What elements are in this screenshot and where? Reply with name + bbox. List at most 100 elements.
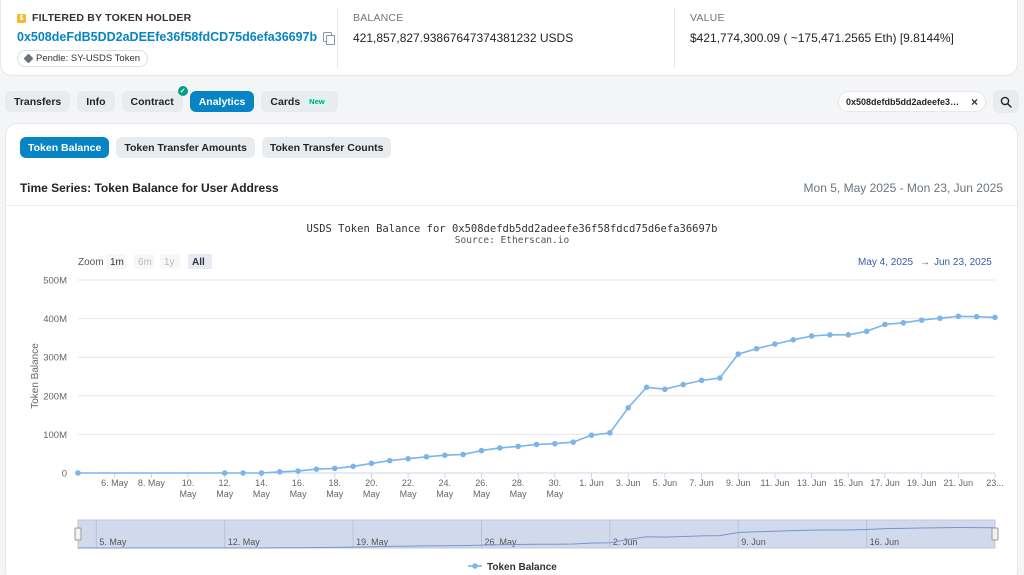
y-tick-label: 200M	[43, 391, 67, 402]
x-tick-label: 28.	[512, 478, 525, 488]
x-tick-label: May	[546, 489, 564, 499]
analytics-subtabs: Token Balance Token Transfer Amounts Tok…	[20, 137, 392, 158]
series-line	[78, 315, 996, 474]
data-point[interactable]	[845, 332, 852, 338]
zoom-button-6m[interactable]	[134, 254, 154, 269]
summary-divider	[674, 8, 675, 68]
data-point[interactable]	[827, 332, 833, 338]
data-point[interactable]	[552, 440, 558, 447]
data-point[interactable]	[350, 463, 356, 470]
data-point[interactable]	[405, 455, 411, 462]
data-point[interactable]	[900, 320, 907, 326]
data-point[interactable]	[735, 351, 742, 357]
range-from[interactable]: May 4, 2025	[858, 257, 913, 268]
tab-info[interactable]: Info	[77, 91, 115, 112]
navigator-mask[interactable]	[77, 519, 996, 549]
legend-marker	[472, 563, 478, 569]
subtab-token-transfer-counts[interactable]: Token Transfer Counts	[261, 137, 392, 158]
analytics-card: Token Balance Token Transfer Amounts Tok…	[5, 123, 1018, 575]
data-point[interactable]	[680, 381, 687, 388]
data-point[interactable]	[753, 345, 760, 352]
search-icon	[1000, 96, 1012, 108]
data-point[interactable]	[442, 452, 448, 459]
data-point[interactable]	[808, 333, 815, 339]
data-point[interactable]	[937, 315, 943, 322]
data-point[interactable]	[331, 465, 338, 472]
data-point[interactable]	[240, 470, 246, 476]
token-pill[interactable]: Pendle: SY-USDS Token	[17, 50, 149, 67]
legend-label[interactable]: Token Balance	[487, 562, 557, 573]
data-point[interactable]	[882, 321, 888, 328]
x-tick-label: 8. May	[138, 478, 166, 488]
data-point[interactable]	[973, 313, 980, 320]
copy-icon[interactable]	[323, 31, 336, 45]
data-point[interactable]	[221, 470, 228, 476]
data-point[interactable]	[497, 445, 503, 451]
x-tick-label: 30.	[549, 478, 562, 488]
data-point[interactable]	[698, 377, 705, 384]
data-point[interactable]	[515, 443, 521, 450]
zoom-option-label[interactable]: 6m	[138, 257, 152, 268]
navigator-right-handle[interactable]	[991, 527, 999, 541]
x-tick-label: 20.	[365, 478, 378, 488]
x-tick-label: 1. Jun	[579, 478, 604, 488]
address-filter-chip[interactable]: 0x508defdb5dd2adeefe36f58fdcd75d6efa3669…	[838, 91, 986, 112]
data-point[interactable]	[368, 460, 375, 467]
data-point[interactable]	[918, 317, 925, 323]
data-point[interactable]	[662, 386, 668, 393]
tab-analytics[interactable]: Analytics	[189, 91, 255, 112]
y-tick-label: 100M	[43, 430, 67, 441]
x-tick-label: May	[253, 489, 271, 499]
balance-label: BALANCE	[353, 12, 404, 24]
data-point[interactable]	[607, 430, 613, 436]
range-to[interactable]: Jun 23, 2025	[934, 257, 992, 268]
holder-address-link[interactable]: 0x508deFdB5DD2aDEEfe36f58fdCD75d6efa3669…	[17, 30, 318, 44]
data-point[interactable]	[790, 337, 797, 343]
zoom-option-label[interactable]: 1y	[164, 257, 175, 268]
x-tick-label: 3. Jun	[616, 478, 641, 488]
tab-label: Analytics	[198, 95, 246, 108]
search-button[interactable]	[993, 90, 1019, 113]
x-tick-label: 10.	[182, 478, 195, 488]
zoom-button-1m[interactable]	[106, 254, 126, 269]
zoom-option-label[interactable]: All	[192, 257, 205, 268]
holder-filter: $ FILTERED BY TOKEN HOLDER 0x508deFdB5DD…	[17, 12, 336, 67]
data-point[interactable]	[772, 341, 778, 347]
data-point[interactable]	[313, 466, 320, 472]
x-tick-label: 12.	[218, 478, 231, 488]
data-point[interactable]	[75, 470, 81, 476]
data-point[interactable]	[863, 328, 870, 335]
data-point[interactable]	[625, 404, 631, 411]
data-point[interactable]	[295, 468, 301, 474]
data-point[interactable]	[588, 432, 595, 438]
data-point[interactable]	[258, 470, 265, 476]
zoom-button-All[interactable]	[188, 254, 212, 269]
close-icon[interactable]: ×	[970, 95, 978, 109]
data-point[interactable]	[386, 457, 393, 464]
data-point[interactable]	[992, 314, 998, 321]
x-tick-label: May	[510, 489, 528, 499]
data-point[interactable]	[460, 451, 466, 458]
tab-label: Cards	[270, 95, 301, 108]
x-tick-label: May	[363, 489, 381, 499]
navigator-left-handle[interactable]	[74, 527, 82, 541]
subtab-token-balance[interactable]: Token Balance	[20, 137, 110, 158]
data-point[interactable]	[478, 447, 485, 454]
data-point[interactable]	[276, 469, 283, 475]
data-point[interactable]	[955, 313, 962, 320]
tab-contract[interactable]: Contract ✓	[121, 86, 188, 112]
data-point[interactable]	[717, 375, 723, 381]
data-point[interactable]	[643, 384, 650, 391]
tab-transfers[interactable]: Transfers	[5, 91, 71, 112]
data-point[interactable]	[423, 453, 430, 460]
new-badge: New	[305, 96, 329, 107]
zoom-option-label[interactable]: 1m	[110, 257, 124, 268]
navigator-tick-label: 12. May	[228, 537, 261, 547]
tab-label: Info	[86, 95, 106, 108]
zoom-button-1y[interactable]	[160, 254, 180, 269]
summary-divider	[337, 8, 338, 68]
data-point[interactable]	[570, 439, 576, 445]
tab-cards[interactable]: Cards New	[261, 91, 338, 112]
subtab-token-transfer-amounts[interactable]: Token Transfer Amounts	[116, 137, 255, 158]
data-point[interactable]	[533, 441, 540, 448]
